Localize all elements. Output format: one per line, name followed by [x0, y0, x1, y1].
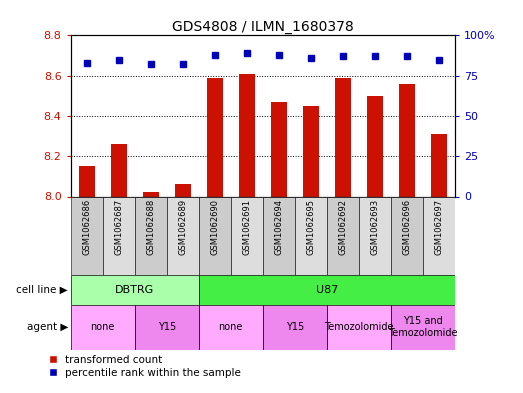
- Legend: transformed count, percentile rank within the sample: transformed count, percentile rank withi…: [50, 355, 241, 378]
- Bar: [167, 196, 199, 275]
- Text: GSM1062693: GSM1062693: [370, 199, 379, 255]
- Bar: [303, 106, 319, 196]
- Bar: [399, 84, 415, 196]
- Bar: [239, 73, 255, 196]
- Text: GSM1062694: GSM1062694: [275, 199, 283, 255]
- Bar: [199, 196, 231, 275]
- Text: U87: U87: [316, 285, 338, 295]
- Bar: [391, 196, 423, 275]
- Bar: [367, 96, 383, 196]
- Bar: [231, 196, 263, 275]
- Text: GSM1062687: GSM1062687: [114, 199, 123, 255]
- Bar: [263, 305, 327, 350]
- Bar: [207, 78, 223, 196]
- Text: DBTRG: DBTRG: [115, 285, 154, 295]
- Bar: [71, 275, 199, 305]
- Bar: [295, 196, 327, 275]
- Text: none: none: [219, 322, 243, 332]
- Bar: [335, 78, 351, 196]
- Bar: [143, 193, 158, 196]
- Text: Y15: Y15: [157, 322, 176, 332]
- Bar: [103, 196, 135, 275]
- Bar: [359, 196, 391, 275]
- Bar: [135, 196, 167, 275]
- Text: GSM1062696: GSM1062696: [403, 199, 412, 255]
- Bar: [391, 305, 455, 350]
- Text: Temozolomide: Temozolomide: [324, 322, 394, 332]
- Text: GSM1062697: GSM1062697: [435, 199, 444, 255]
- Bar: [199, 275, 455, 305]
- Text: Y15: Y15: [286, 322, 304, 332]
- Text: GSM1062690: GSM1062690: [210, 199, 219, 255]
- Bar: [423, 196, 455, 275]
- Text: none: none: [90, 322, 115, 332]
- Text: GSM1062688: GSM1062688: [146, 199, 155, 255]
- Text: agent ▶: agent ▶: [27, 322, 68, 332]
- Text: GSM1062692: GSM1062692: [338, 199, 347, 255]
- Bar: [71, 305, 135, 350]
- Bar: [263, 196, 295, 275]
- Bar: [271, 102, 287, 196]
- Bar: [327, 305, 391, 350]
- Text: Y15 and
Temozolomide: Y15 and Temozolomide: [388, 316, 458, 338]
- Bar: [327, 196, 359, 275]
- Text: GSM1062695: GSM1062695: [306, 199, 315, 255]
- Bar: [175, 184, 191, 196]
- Bar: [71, 196, 103, 275]
- Bar: [111, 144, 127, 196]
- Bar: [135, 305, 199, 350]
- Text: GSM1062686: GSM1062686: [82, 199, 91, 255]
- Text: GSM1062689: GSM1062689: [178, 199, 187, 255]
- Bar: [431, 134, 447, 196]
- Text: cell line ▶: cell line ▶: [16, 285, 68, 295]
- Title: GDS4808 / ILMN_1680378: GDS4808 / ILMN_1680378: [172, 20, 354, 34]
- Text: GSM1062691: GSM1062691: [242, 199, 251, 255]
- Bar: [199, 305, 263, 350]
- Bar: [78, 166, 95, 196]
